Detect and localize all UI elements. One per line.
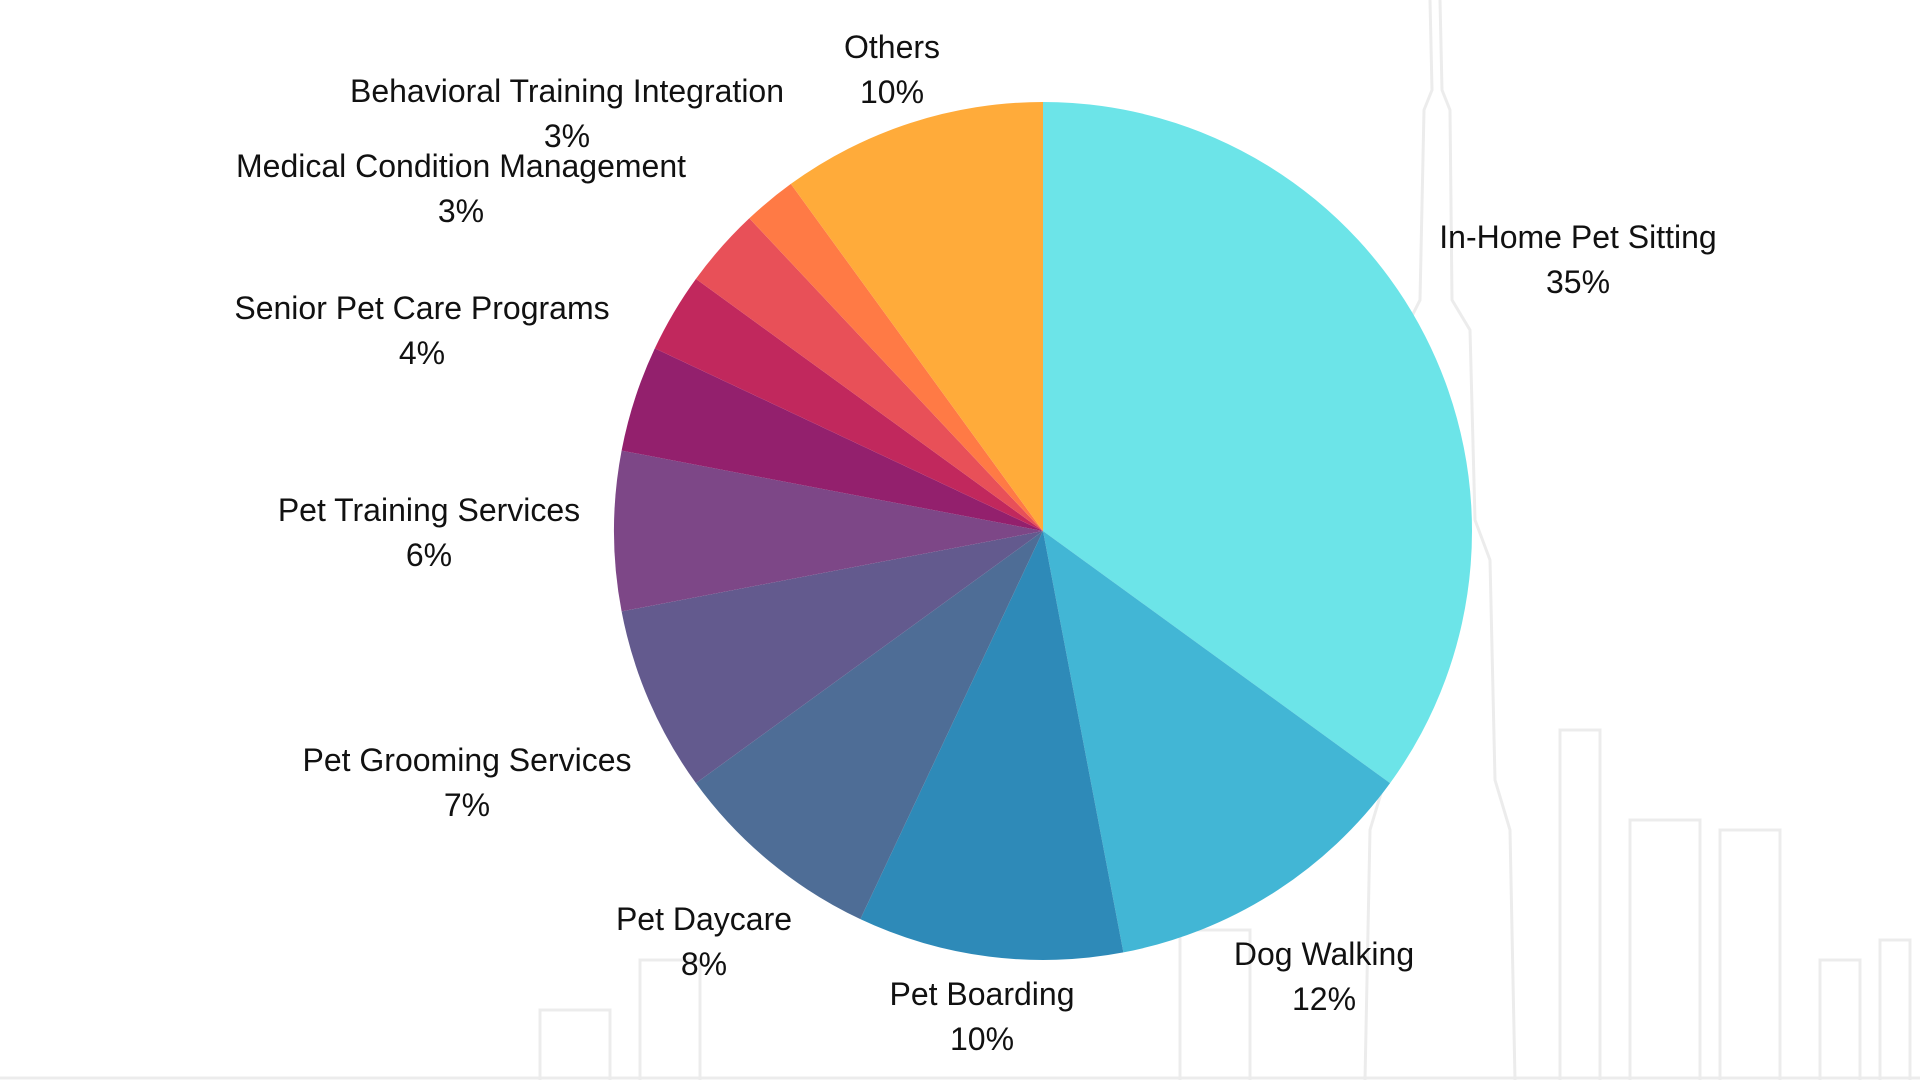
pie-slice-pet-boarding: [860, 531, 1124, 961]
slice-value-text: 4%: [398, 335, 446, 371]
slice-value-text: 6%: [405, 537, 453, 573]
slice-value-text: 10%: [949, 1021, 1015, 1057]
slice-value-text: 35%: [1545, 264, 1611, 300]
pie-slice-others: [790, 102, 1043, 531]
slice-label-pet-boarding: Pet Boarding 10%: [889, 972, 1074, 1062]
pie-slice-in-home-pet-sitting: [1043, 102, 1472, 784]
slice-value-text: 8%: [680, 946, 728, 982]
pie-slice-pet-training-services: [614, 450, 1043, 612]
slice-label-pet-grooming-services: Pet Grooming Services 7%: [302, 738, 631, 828]
slice-label-text: Medical Condition Management: [235, 148, 687, 184]
pie-slice-pet-daycare: [695, 531, 1043, 920]
slice-label-behavioral-training: Behavioral Training Integration 3%: [350, 69, 784, 159]
pie-slice-pet-grooming-services: [621, 531, 1043, 784]
slice-label-text: Others: [843, 29, 941, 65]
slice-label-pet-daycare: Pet Daycare 8%: [616, 897, 792, 987]
slice-label-text: Pet Training Services: [277, 492, 581, 528]
pie-slice-unlabeled-9: [749, 183, 1043, 532]
slice-label-text: Dog Walking: [1233, 936, 1415, 972]
slice-label-text: Pet Boarding: [889, 976, 1075, 1012]
pie-slice-medical-condition-management: [654, 278, 1043, 531]
slice-value-text: 3%: [437, 193, 485, 229]
slice-label-medical-condition-management: Medical Condition Management 3%: [236, 144, 686, 234]
pie-slice-behavioral-training-integration: [695, 218, 1043, 531]
slice-label-dog-walking: Dog Walking 12%: [1234, 932, 1414, 1022]
slice-value-text: 12%: [1291, 981, 1357, 1017]
slice-label-text: Behavioral Training Integration: [349, 73, 785, 109]
slice-label-others: Others 10%: [844, 25, 940, 115]
slice-value-text: 3%: [543, 118, 591, 154]
slice-label-senior-pet-care: Senior Pet Care Programs 4%: [234, 286, 609, 376]
pie-slice-dog-walking: [1043, 531, 1391, 953]
slice-label-in-home-pet-sitting: In-Home Pet Sitting 35%: [1439, 215, 1716, 305]
slice-label-text: Pet Daycare: [615, 901, 793, 937]
pie-slice-senior-pet-care-programs: [621, 348, 1043, 531]
slice-label-text: In-Home Pet Sitting: [1439, 219, 1717, 255]
slice-value-text: 10%: [859, 74, 925, 110]
slice-value-text: 7%: [443, 787, 491, 823]
slice-label-text: Senior Pet Care Programs: [234, 290, 610, 326]
slice-label-text: Pet Grooming Services: [302, 742, 632, 778]
slice-label-pet-training-services: Pet Training Services 6%: [278, 488, 580, 578]
